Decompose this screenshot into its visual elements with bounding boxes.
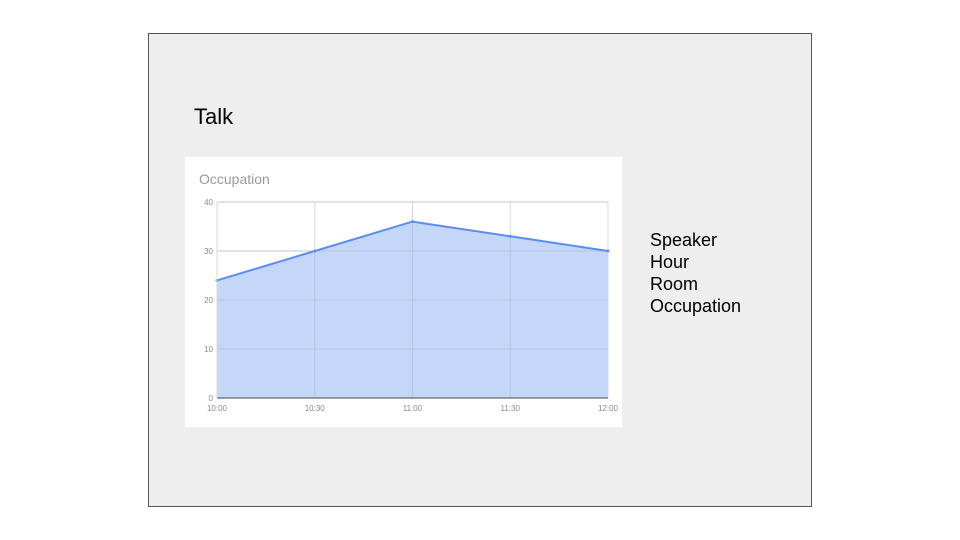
chart-card: Occupation 0 10 20 30 40 10:00 10:30 11:00 11:30…	[185, 157, 622, 427]
field-room: Room	[650, 274, 699, 294]
y-tick-label: 20	[204, 296, 213, 305]
chart-title: Occupation	[199, 171, 270, 187]
slide-title: Talk	[194, 104, 234, 129]
data-point	[606, 249, 610, 253]
field-speaker: Speaker	[650, 230, 718, 250]
slide: Talk Occupation 0 10 20 30 40 10:00 10:30 11:00…	[148, 33, 812, 507]
y-tick-label: 0	[209, 394, 214, 403]
field-occupation: Occupation	[650, 296, 742, 316]
field-list: Speaker Hour Room Occupation	[650, 229, 741, 317]
data-point	[508, 234, 512, 238]
x-tick-label: 11:30	[501, 404, 521, 413]
data-point	[313, 249, 317, 253]
x-tick-label: 11:00	[403, 404, 423, 413]
y-tick-label: 10	[204, 345, 213, 354]
x-tick-label: 10:00	[207, 404, 228, 413]
y-tick-label: 30	[204, 247, 213, 256]
field-hour: Hour	[650, 252, 690, 272]
y-tick-label: 40	[204, 198, 213, 207]
x-tick-label: 12:00	[598, 404, 619, 413]
x-tick-label: 10:30	[305, 404, 326, 413]
data-point	[411, 220, 414, 224]
occupation-chart: Occupation 0 10 20 30 40 10:00 10:30 11:00 11:30…	[199, 171, 619, 413]
